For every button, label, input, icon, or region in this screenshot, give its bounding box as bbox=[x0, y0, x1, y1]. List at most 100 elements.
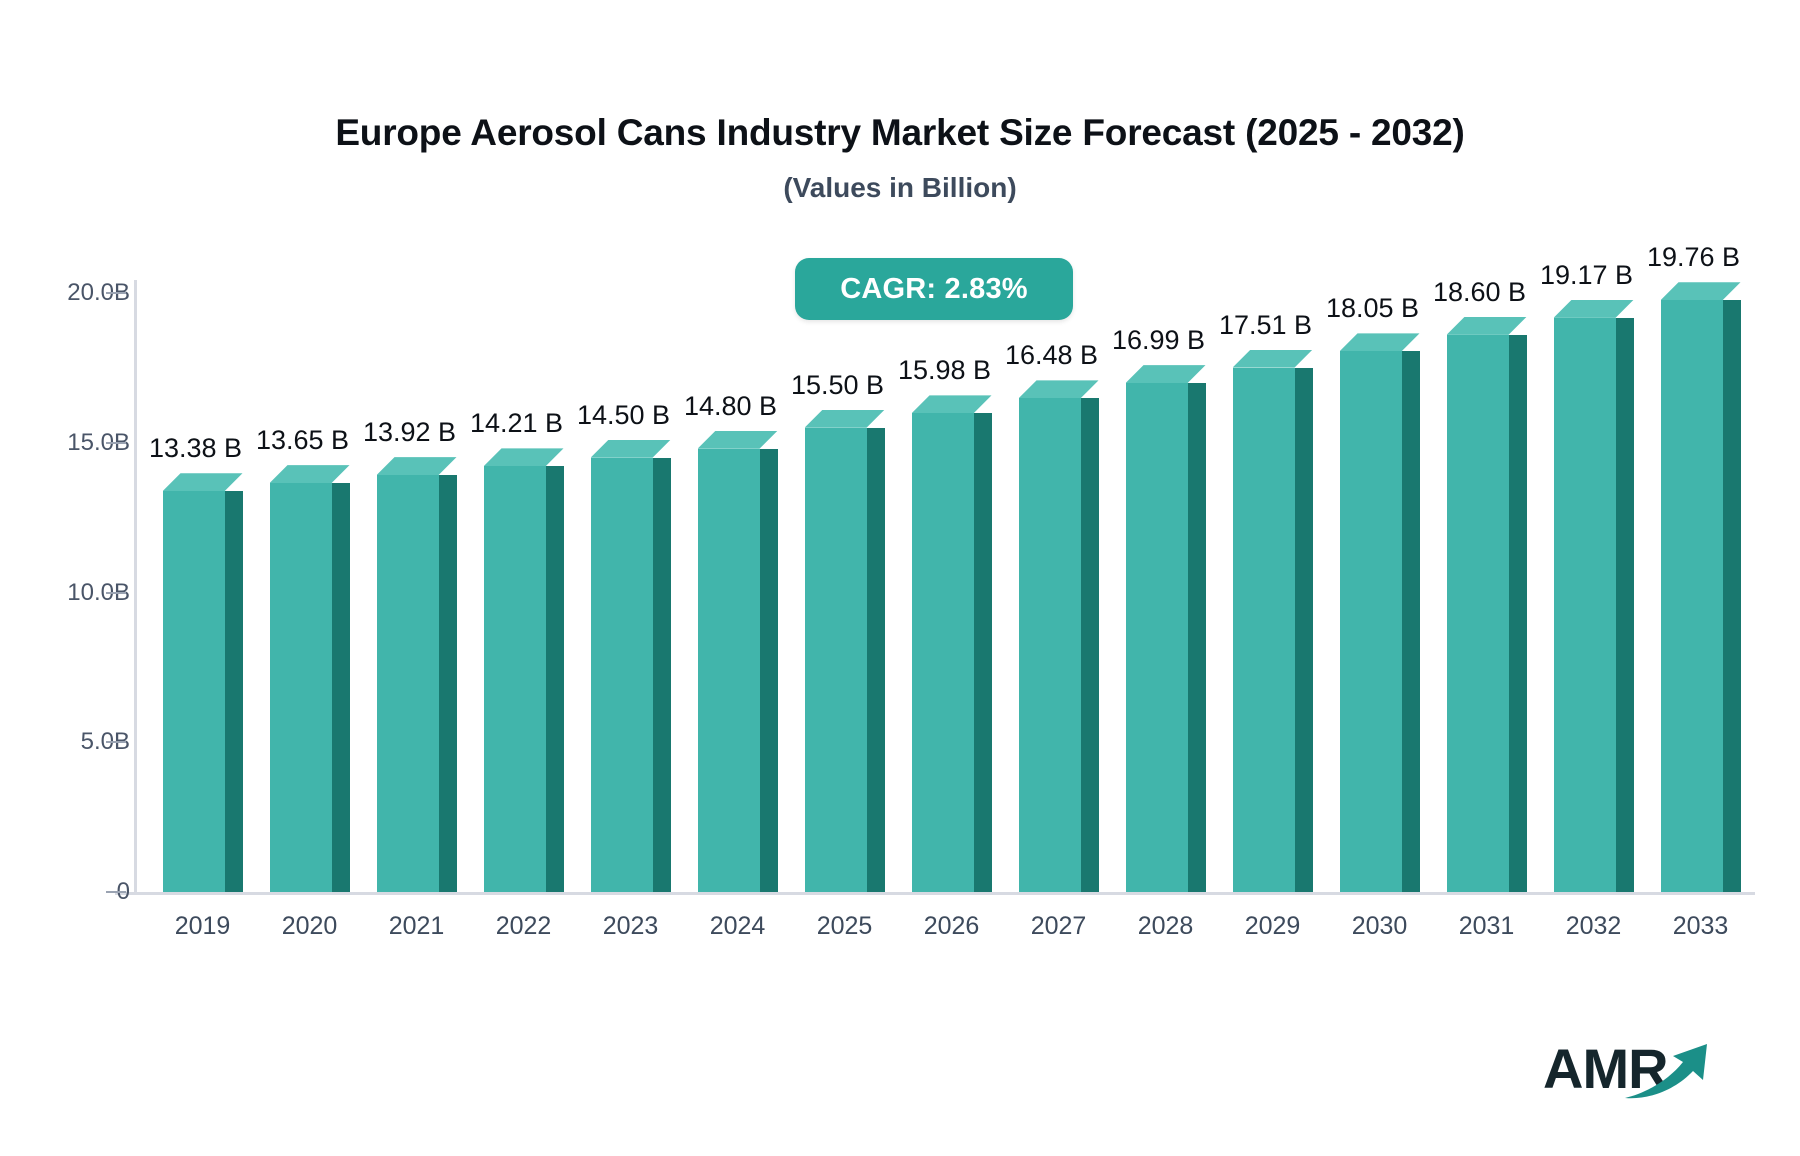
x-axis-tick-label: 2025 bbox=[816, 912, 873, 940]
y-axis-tick-mark bbox=[106, 441, 126, 444]
bar bbox=[1232, 349, 1313, 892]
bar-top-face bbox=[804, 409, 885, 428]
bar bbox=[376, 457, 457, 892]
bar-top-face bbox=[376, 457, 457, 476]
growth-arrow-icon bbox=[1625, 1044, 1707, 1099]
bar-value-label: 15.98 B bbox=[897, 355, 992, 386]
bar-side-face bbox=[331, 483, 350, 892]
bar-side-face bbox=[1615, 317, 1634, 892]
bar bbox=[269, 465, 350, 892]
bar-value-label: 18.05 B bbox=[1325, 293, 1420, 324]
x-axis-tick-label: 2029 bbox=[1244, 912, 1301, 940]
bar-side-face bbox=[438, 475, 457, 892]
bar-front-face bbox=[1339, 351, 1402, 892]
bar-value-label: 18.60 B bbox=[1432, 276, 1527, 307]
x-axis-tick-label: 2022 bbox=[495, 912, 552, 940]
bar bbox=[590, 439, 671, 892]
bar-top-face bbox=[911, 395, 992, 414]
y-axis-tick-mark bbox=[106, 741, 126, 744]
bar bbox=[1125, 365, 1206, 892]
bar-value-label: 13.92 B bbox=[362, 417, 457, 448]
bar-side-face bbox=[1722, 300, 1741, 892]
bar-top-face bbox=[1232, 349, 1313, 368]
bar bbox=[1660, 282, 1741, 892]
x-axis-tick-label: 2033 bbox=[1672, 912, 1729, 940]
bar-front-face bbox=[590, 457, 653, 892]
y-axis-tick-mark bbox=[106, 292, 126, 294]
bar-value-label: 14.80 B bbox=[683, 390, 778, 421]
bar-front-face bbox=[162, 491, 225, 892]
bar bbox=[697, 430, 778, 892]
bar-value-label: 19.17 B bbox=[1539, 259, 1634, 290]
x-axis-tick-label: 2021 bbox=[388, 912, 445, 940]
bar-side-face bbox=[1187, 383, 1206, 892]
bar bbox=[1553, 299, 1634, 892]
x-axis-tick-label: 2020 bbox=[281, 912, 338, 940]
bar-front-face bbox=[1446, 334, 1509, 892]
x-axis-tick-label: 2028 bbox=[1137, 912, 1194, 940]
chart-title: Europe Aerosol Cans Industry Market Size… bbox=[335, 112, 1465, 153]
bar bbox=[1339, 333, 1420, 892]
bar-top-face bbox=[1660, 282, 1741, 301]
x-axis-tick-label: 2032 bbox=[1565, 912, 1622, 940]
bar-top-face bbox=[590, 439, 671, 458]
bar-front-face bbox=[911, 413, 974, 892]
bar-top-face bbox=[1446, 316, 1527, 335]
x-axis-tick-label: 2027 bbox=[1030, 912, 1087, 940]
bar-side-face bbox=[1080, 398, 1099, 892]
bar-side-face bbox=[866, 427, 885, 892]
x-axis-tick-label: 2030 bbox=[1351, 912, 1408, 940]
bar-top-face bbox=[1125, 365, 1206, 384]
bar-value-label: 16.99 B bbox=[1111, 325, 1206, 356]
bar-value-label: 15.50 B bbox=[790, 369, 885, 400]
x-axis-tick-label: 2026 bbox=[923, 912, 980, 940]
x-axis-tick-label: 2019 bbox=[174, 912, 231, 940]
bar-side-face bbox=[1508, 334, 1527, 892]
bar-side-face bbox=[973, 413, 992, 892]
bar bbox=[162, 473, 243, 892]
bar-front-face bbox=[269, 483, 332, 892]
bar bbox=[1446, 316, 1527, 892]
bar-side-face bbox=[224, 491, 243, 892]
x-axis-tick-label: 2024 bbox=[709, 912, 766, 940]
bar-top-face bbox=[162, 473, 243, 492]
chart-subtitle: (Values in Billion) bbox=[783, 172, 1017, 203]
cagr-badge-label: CAGR: 2.83% bbox=[840, 272, 1028, 305]
bar-front-face bbox=[483, 466, 546, 892]
cagr-badge: CAGR: 2.83% bbox=[795, 258, 1073, 320]
bar-front-face bbox=[697, 448, 760, 892]
bar-side-face bbox=[545, 466, 564, 892]
bar-value-label: 13.38 B bbox=[148, 433, 243, 464]
bar-value-label: 14.50 B bbox=[576, 399, 671, 430]
y-axis-tick-mark bbox=[106, 591, 126, 594]
bar-value-label: 13.65 B bbox=[255, 425, 350, 456]
amr-logo-text: AMR bbox=[1543, 1037, 1669, 1100]
bar-top-face bbox=[483, 448, 564, 467]
bar-front-face bbox=[1660, 300, 1723, 892]
x-axis-line bbox=[115, 892, 1755, 895]
bar-side-face bbox=[759, 448, 778, 892]
bar-front-face bbox=[1125, 383, 1188, 892]
bar-top-face bbox=[269, 465, 350, 484]
bar-value-label: 14.21 B bbox=[469, 408, 564, 439]
bar-front-face bbox=[1018, 398, 1081, 892]
bar-side-face bbox=[652, 457, 671, 892]
bar-value-label: 17.51 B bbox=[1218, 309, 1313, 340]
y-axis-line bbox=[134, 280, 137, 894]
bar bbox=[804, 409, 885, 892]
bar bbox=[483, 448, 564, 892]
x-axis-tick-label: 2031 bbox=[1458, 912, 1515, 940]
bar-front-face bbox=[1232, 367, 1295, 892]
bar-side-face bbox=[1401, 351, 1420, 892]
bar-top-face bbox=[1018, 380, 1099, 399]
bar-top-face bbox=[1553, 299, 1634, 318]
amr-logo: AMR bbox=[1543, 1032, 1723, 1112]
bar-top-face bbox=[697, 430, 778, 449]
y-axis-tick-mark bbox=[106, 891, 126, 893]
bar-value-label: 19.76 B bbox=[1646, 242, 1741, 273]
bar-front-face bbox=[1553, 317, 1616, 892]
bar-side-face bbox=[1294, 367, 1313, 892]
bar bbox=[1018, 380, 1099, 892]
bar bbox=[911, 395, 992, 892]
